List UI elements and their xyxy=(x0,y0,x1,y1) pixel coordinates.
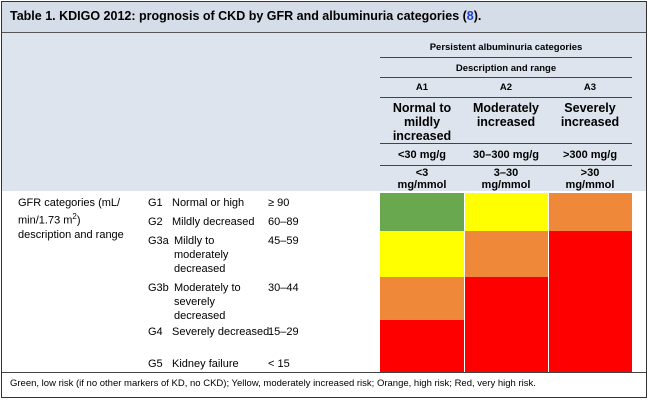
risk-cell xyxy=(548,212,632,231)
risk-cell xyxy=(380,352,464,372)
risk-cell xyxy=(464,320,548,352)
range-mg-mmol: 3–30 mg/mmol xyxy=(481,167,531,191)
title-end: ). xyxy=(473,9,482,23)
risk-cell xyxy=(380,320,464,352)
rule xyxy=(380,77,632,78)
gfr-label: GFR categories (mL/ min/1.73 m2) descrip… xyxy=(18,196,133,242)
range-mg-mmol: <3 mg/mmol xyxy=(397,167,447,191)
range-mg-g: >300 mg/g xyxy=(562,149,618,161)
risk-cell xyxy=(548,320,632,352)
gfr-range: 30–44 xyxy=(268,282,299,294)
gfr-range: < 15 xyxy=(268,358,290,370)
gfr-description: Mildly to moderately decreased xyxy=(174,235,229,275)
gfr-description: Kidney failure xyxy=(172,358,239,370)
gfr-description: Mildly decreased xyxy=(172,216,255,228)
range-mg-g: 30–300 mg/g xyxy=(472,149,540,161)
gfr-label-text: ) description and range xyxy=(18,214,124,241)
risk-cell xyxy=(380,231,464,277)
rule xyxy=(380,165,632,166)
title-text: Table 1. KDIGO 2012: prognosis of CKD by… xyxy=(10,9,467,23)
gfr-code: G1 xyxy=(148,197,163,209)
risk-cell xyxy=(548,193,632,212)
risk-cell xyxy=(464,231,548,277)
risk-cell xyxy=(464,352,548,372)
gfr-description: Moderately to severely decreased xyxy=(174,282,241,322)
risk-cell xyxy=(548,352,632,372)
column-code: A3 xyxy=(583,82,597,93)
footer-note: Green, low risk (if no other markers of … xyxy=(10,378,536,389)
rule xyxy=(380,97,632,98)
risk-cell xyxy=(464,193,548,212)
column-description: Moderately increased xyxy=(473,101,539,129)
gfr-range: 60–89 xyxy=(268,216,299,228)
gfr-code: G3b xyxy=(148,282,169,294)
gfr-description: Normal or high xyxy=(172,197,245,209)
risk-cell xyxy=(380,193,464,212)
range-mg-g: <30 mg/g xyxy=(398,149,446,161)
gfr-label-text: GFR categories (mL/ min/1.73 m xyxy=(18,197,121,227)
column-description: Severely increased xyxy=(560,101,620,129)
risk-cell xyxy=(464,277,548,320)
subgroup-header: Description and range xyxy=(455,63,557,74)
risk-cell xyxy=(548,231,632,277)
risk-cell xyxy=(380,212,464,231)
reference-link[interactable]: 8 xyxy=(466,9,474,23)
gfr-code: G3a xyxy=(148,235,169,247)
gfr-code: G4 xyxy=(148,326,163,338)
risk-cell xyxy=(380,277,464,320)
column-code: A1 xyxy=(415,82,429,93)
gfr-range: ≥ 90 xyxy=(268,197,290,209)
gfr-code: G5 xyxy=(148,358,163,370)
table-title: Table 1. KDIGO 2012: prognosis of CKD by… xyxy=(10,9,481,23)
range-mg-mmol: >30 mg/mmol xyxy=(565,167,615,191)
footer-rule xyxy=(2,372,646,373)
risk-cell xyxy=(548,277,632,320)
column-description: Normal to mildly increased xyxy=(392,101,452,143)
header-background xyxy=(2,33,646,191)
frame xyxy=(1,1,647,398)
gfr-label-sup: 2 xyxy=(72,212,77,221)
column-code: A2 xyxy=(499,82,513,93)
title-bar xyxy=(2,2,646,33)
group-header: Persistent albuminuria categories xyxy=(429,42,583,53)
rule xyxy=(380,57,632,58)
risk-cell xyxy=(464,212,548,231)
gfr-range: 45–59 xyxy=(268,235,299,247)
gfr-description: Severely decreased xyxy=(172,326,270,338)
gfr-range: 15–29 xyxy=(268,326,299,338)
rule xyxy=(380,143,632,144)
gfr-code: G2 xyxy=(148,216,163,228)
